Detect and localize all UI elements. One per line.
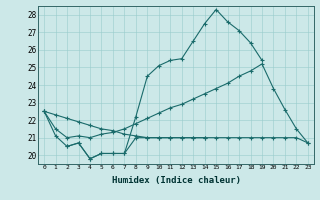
- X-axis label: Humidex (Indice chaleur): Humidex (Indice chaleur): [111, 176, 241, 185]
